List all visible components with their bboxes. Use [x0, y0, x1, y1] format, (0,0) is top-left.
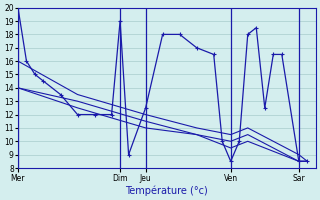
X-axis label: Température (°c): Température (°c)	[125, 185, 208, 196]
